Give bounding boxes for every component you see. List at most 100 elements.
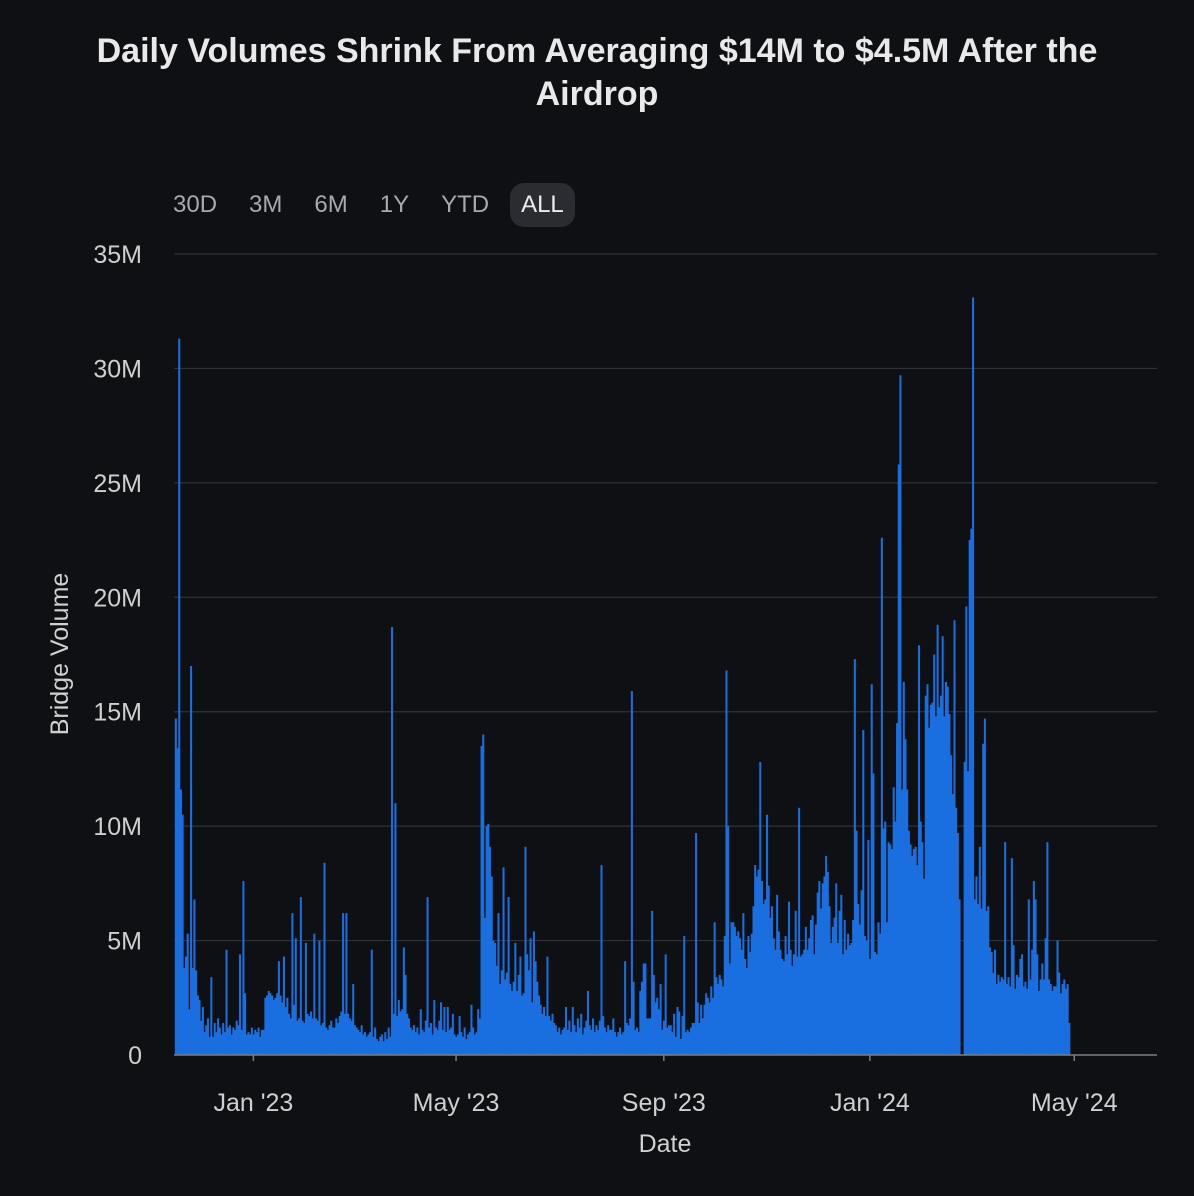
volume-bar [803, 949, 806, 1055]
volume-bar [875, 954, 878, 1055]
volume-bar [745, 968, 748, 1055]
range-button-all[interactable]: ALL [510, 183, 575, 227]
volume-bar [578, 1027, 581, 1055]
volume-bar [380, 1034, 383, 1055]
volume-bar [738, 938, 742, 1055]
volume-bar [360, 1025, 363, 1055]
volume-bar [461, 1036, 465, 1055]
volume-bar [1053, 986, 1056, 1055]
volume-bar [664, 954, 667, 1055]
volume-bar [323, 862, 326, 1055]
volume-bar [904, 739, 907, 1055]
volume-bar [625, 1022, 628, 1055]
volume-bar [781, 958, 784, 1055]
volume-bar [970, 528, 973, 1055]
volume-bar [711, 997, 714, 1055]
volume-bar [774, 949, 777, 1055]
y-tick-label: 25M [93, 470, 142, 498]
volume-bar [438, 1020, 441, 1055]
volume-bar [755, 876, 758, 1055]
volume-bar [776, 894, 779, 1055]
volume-bar [453, 1034, 456, 1055]
volume-bar [941, 636, 944, 1055]
volume-bar [627, 1025, 630, 1055]
volume-bar [203, 1032, 206, 1055]
x-tick-label: Jan '24 [830, 1089, 910, 1117]
volume-bar [379, 1036, 382, 1055]
volume-bar [921, 842, 924, 1055]
volume-bar [510, 990, 513, 1055]
volume-bar [247, 1032, 250, 1055]
volume-bar [710, 986, 713, 1055]
volume-bar [529, 938, 532, 1055]
volume-bar [652, 974, 655, 1055]
volume-bar [309, 1011, 312, 1055]
volume-bar [480, 746, 483, 1055]
volume-bar [718, 974, 721, 1055]
volume-bar [244, 993, 247, 1055]
range-button-ytd[interactable]: YTD [430, 183, 500, 227]
volume-bar [966, 771, 970, 1055]
volume-bar [266, 995, 269, 1055]
volume-bar [698, 1022, 701, 1055]
volume-bar [990, 952, 993, 1055]
volume-bar [467, 1034, 470, 1055]
volume-bar [397, 1000, 400, 1055]
volume-bar [308, 1016, 311, 1055]
volume-bar [1063, 979, 1066, 1055]
volume-bar [951, 794, 954, 1055]
volume-bar [978, 846, 981, 1055]
volume-bar [342, 913, 345, 1055]
volume-bar [691, 1022, 694, 1055]
volume-bar [311, 1018, 314, 1055]
volume-bar [700, 1004, 703, 1055]
range-button-3m[interactable]: 3M [238, 183, 293, 227]
volume-bar [926, 684, 929, 1055]
volume-bar [894, 821, 897, 1055]
volume-bar [326, 1029, 329, 1055]
volume-bar [593, 1032, 596, 1055]
volume-bar [218, 1027, 221, 1055]
volume-bar [693, 1022, 696, 1055]
volume-bar [330, 1020, 333, 1055]
volume-bar [174, 718, 177, 1055]
range-button-30d[interactable]: 30D [162, 183, 228, 227]
volume-bar [240, 1029, 243, 1055]
volume-bar [473, 1034, 476, 1055]
volume-bar [678, 1011, 681, 1055]
volume-bar [847, 933, 850, 1055]
volume-bar [409, 1027, 412, 1055]
volume-bar [412, 1025, 416, 1055]
volume-bar [826, 871, 829, 1055]
volume-bar [249, 1034, 252, 1055]
volume-bar [919, 821, 922, 1055]
volume-bar [813, 954, 816, 1055]
volume-bar [561, 1029, 564, 1055]
volume-bar [208, 1036, 211, 1055]
volume-bar [906, 789, 909, 1055]
volume-bar [554, 1025, 557, 1055]
volume-bar [899, 375, 902, 1055]
volume-bar [791, 965, 794, 1055]
gridlines [174, 253, 1157, 942]
volume-bar [537, 995, 541, 1055]
volume-bar [637, 1032, 640, 1055]
range-button-6m[interactable]: 6M [303, 183, 358, 227]
range-button-1y[interactable]: 1Y [369, 183, 420, 227]
volume-bar [321, 1022, 324, 1055]
volume-bar [889, 844, 892, 1055]
volume-bar [257, 1027, 260, 1055]
volume-bar [1066, 984, 1069, 1055]
volume-bar [744, 958, 747, 1055]
volume-bar [1054, 986, 1057, 1055]
volume-bar [603, 1027, 606, 1055]
volume-bar [434, 1027, 437, 1055]
volume-bar [568, 1020, 571, 1055]
volume-bar [654, 1002, 657, 1055]
volume-bar [821, 883, 824, 1055]
volume-bar [777, 931, 780, 1055]
volume-bar [730, 922, 733, 1055]
volume-bar [500, 970, 503, 1055]
volume-bar [531, 1002, 534, 1055]
volume-bar [782, 961, 785, 1055]
